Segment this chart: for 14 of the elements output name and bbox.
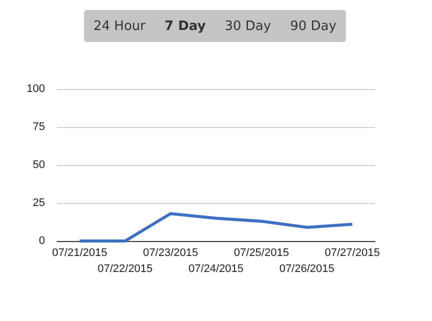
y-tick-label: 25 — [32, 197, 45, 209]
x-tick-label: 07/24/2015 — [188, 263, 244, 275]
y-tick-label: 75 — [32, 121, 45, 133]
line-series — [78, 212, 354, 242]
y-tick-label: 50 — [32, 159, 45, 171]
x-tick-label: 07/27/2015 — [324, 247, 380, 259]
y-tick-label: 100 — [26, 83, 45, 95]
x-tick-label: 07/21/2015 — [52, 247, 108, 259]
x-tick-label: 07/23/2015 — [143, 247, 198, 259]
x-tick-label: 07/26/2015 — [279, 263, 334, 275]
x-tick-label: 07/22/2015 — [98, 263, 153, 275]
y-tick-label: 0 — [38, 235, 45, 247]
x-tick-label: 07/25/2015 — [234, 247, 289, 259]
range-button-group: 24 Hour 7 Day 30 Day 90 Day — [84, 10, 346, 42]
